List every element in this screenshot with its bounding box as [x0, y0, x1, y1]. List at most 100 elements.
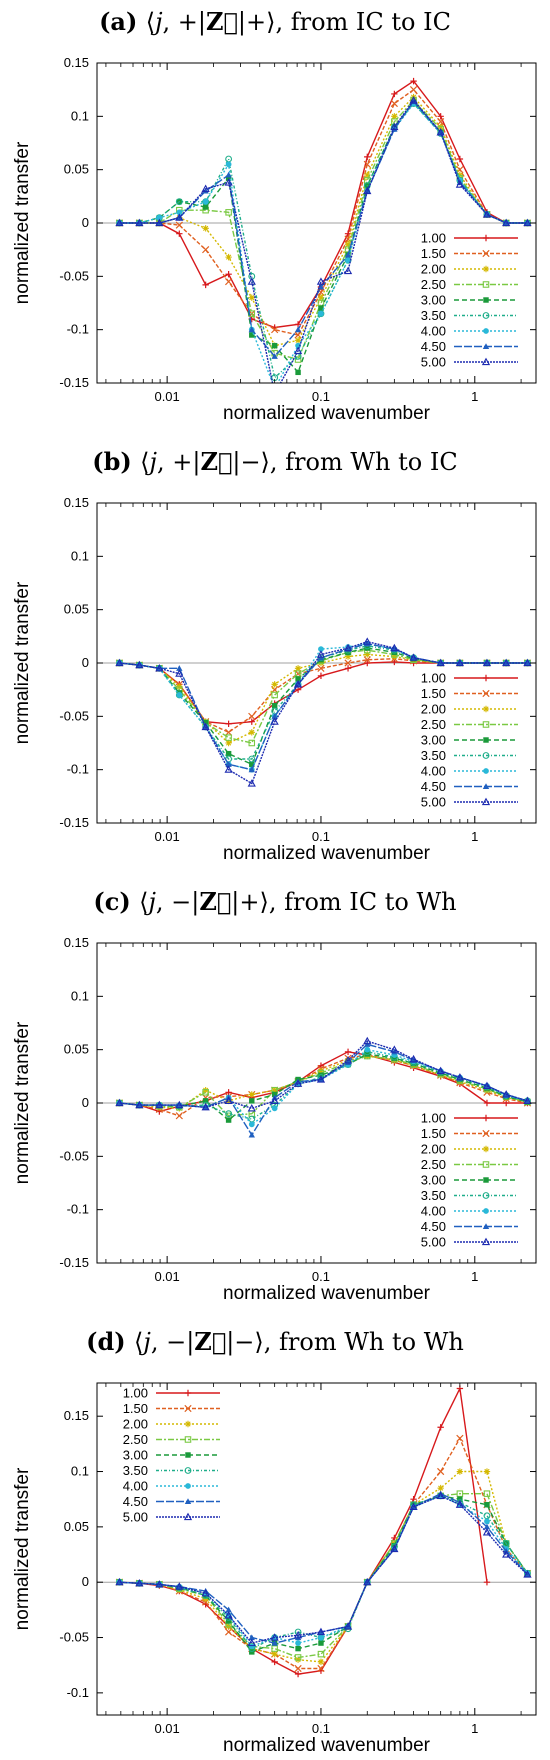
- data-point: [316, 650, 326, 658]
- data-point: [176, 1583, 183, 1590]
- data-point: [456, 1468, 464, 1475]
- x-tick-label: 0.1: [312, 1269, 330, 1284]
- data-point: [202, 1089, 209, 1096]
- data-point: [271, 1650, 278, 1658]
- y-tick-label: -0.05: [59, 1630, 89, 1645]
- data-point: [456, 155, 464, 163]
- legend-marker: [482, 1129, 490, 1138]
- data-point: [436, 658, 445, 667]
- data-point: [456, 166, 464, 174]
- data-point: [318, 646, 324, 653]
- data-point: [343, 266, 353, 275]
- data-point: [202, 1087, 209, 1094]
- y-tick-label: 0.15: [64, 55, 89, 70]
- chart-panel-b: (b) ⟨j, +|Z⃗|−⟩, from Wh to IC -0.15 -0.1 -…: [12, 447, 537, 864]
- data-point: [176, 692, 183, 698]
- data-point: [202, 204, 209, 210]
- legend-label: 4.00: [123, 1479, 148, 1494]
- x-tick-label: 1: [471, 1269, 478, 1284]
- series-group: [115, 1385, 532, 1678]
- legend: 1.001.502.002.503.003.504.004.505.00: [421, 671, 518, 810]
- data-point: [271, 1645, 278, 1652]
- data-point: [248, 766, 255, 773]
- data-point: [295, 369, 301, 376]
- data-point: [344, 251, 352, 258]
- data-point: [202, 281, 209, 289]
- legend-label: 3.50: [421, 1188, 446, 1203]
- data-point: [437, 1424, 444, 1431]
- x-tick-label: 0.01: [154, 1721, 179, 1736]
- legend-label: 4.00: [421, 764, 446, 779]
- legend-marker: [482, 1161, 490, 1168]
- legend-marker: [184, 1389, 192, 1397]
- data-point: [294, 1634, 302, 1641]
- legend-marker: [483, 1208, 489, 1214]
- x-axis-label: normalized wavenumber: [223, 1283, 431, 1304]
- data-point: [437, 1467, 445, 1476]
- series-line-4.50: [119, 100, 528, 358]
- data-point: [175, 1582, 184, 1590]
- data-point: [294, 326, 302, 333]
- data-point: [363, 656, 371, 664]
- data-point: [502, 658, 511, 667]
- y-tick-label: -0.05: [59, 1148, 89, 1163]
- series-line-1.00: [119, 1386, 488, 1675]
- data-point: [391, 113, 398, 120]
- data-point: [115, 218, 124, 227]
- data-point: [317, 1650, 325, 1658]
- x-axis-label: normalized wavenumber: [223, 843, 431, 864]
- data-point: [225, 155, 233, 163]
- data-point: [363, 160, 371, 168]
- y-tick-label: -0.1: [67, 1202, 89, 1217]
- legend-label: 1.00: [421, 1111, 446, 1126]
- data-point: [523, 1096, 532, 1104]
- legend-label: 2.50: [421, 1157, 446, 1172]
- data-point: [224, 278, 233, 286]
- legend-label: 1.00: [123, 1386, 148, 1401]
- data-point: [343, 1622, 353, 1630]
- legend-marker: [482, 1114, 490, 1122]
- y-tick-label: 0: [82, 1574, 89, 1589]
- data-point: [364, 1046, 371, 1053]
- data-point: [295, 1645, 301, 1652]
- legend-marker: [184, 1404, 192, 1413]
- legend-label: 3.50: [421, 748, 446, 763]
- data-point: [363, 637, 372, 645]
- legend-label: 5.00: [123, 1510, 148, 1525]
- data-point: [224, 1096, 233, 1104]
- series-line-3.50: [119, 102, 528, 380]
- x-tick-label: 1: [471, 389, 478, 404]
- y-tick-label: -0.15: [59, 375, 89, 390]
- legend-marker: [185, 1483, 191, 1489]
- series-line-4.50: [119, 1043, 528, 1137]
- panel-label: (b): [92, 447, 140, 476]
- y-axis-label: normalized transfer: [12, 581, 33, 744]
- data-point: [482, 1528, 492, 1536]
- panel-title: (d) ⟨j, −|Z⃗|−⟩, from Wh to Wh: [86, 1327, 464, 1357]
- data-point: [293, 1079, 303, 1087]
- legend-label: 2.50: [123, 1432, 148, 1447]
- data-point: [455, 1500, 465, 1508]
- data-point: [202, 1104, 209, 1110]
- data-point: [115, 1098, 124, 1107]
- legend-label: 5.00: [421, 1235, 446, 1250]
- legend-marker: [483, 297, 489, 303]
- data-point: [502, 219, 510, 226]
- y-tick-label: -0.1: [67, 762, 89, 777]
- data-point: [523, 658, 532, 667]
- data-point: [436, 1066, 445, 1075]
- legend-label: 4.50: [421, 339, 446, 354]
- data-point: [225, 739, 232, 747]
- data-point: [202, 225, 209, 232]
- legend-marker: [184, 1498, 192, 1505]
- chart-panel-d: (d) ⟨j, −|Z⃗|−⟩, from Wh to Wh -0.1 -0.05 0…: [12, 1327, 537, 1756]
- data-point: [364, 659, 371, 667]
- legend-marker: [483, 1177, 489, 1183]
- data-point: [316, 277, 326, 285]
- data-point: [249, 1098, 255, 1104]
- data-point: [225, 1089, 232, 1096]
- data-point: [345, 257, 351, 264]
- data-point: [201, 1588, 210, 1597]
- data-point: [409, 96, 418, 104]
- data-point: [318, 310, 324, 317]
